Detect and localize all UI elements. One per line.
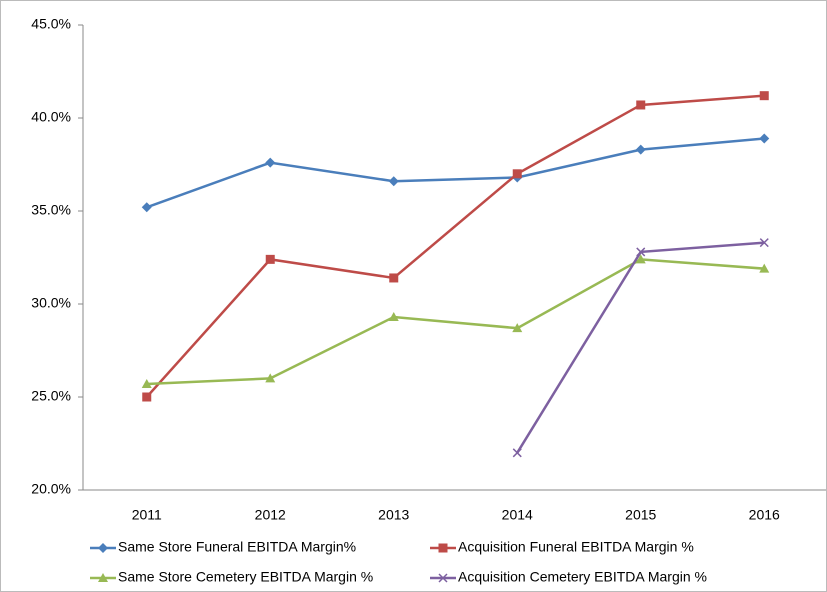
y-tick-label: 20.0% — [31, 481, 71, 497]
marker — [636, 247, 646, 257]
series-line — [146, 137, 765, 209]
y-tick-label: 30.0% — [31, 295, 71, 311]
legend-label: Acquisition Funeral EBITDA Margin % — [458, 539, 694, 555]
marker — [635, 144, 646, 155]
y-tick-label: 35.0% — [31, 202, 71, 218]
marker — [635, 254, 646, 264]
legend-label: Same Store Funeral EBITDA Margin% — [118, 539, 356, 555]
x-tick-label: 2013 — [378, 507, 409, 523]
marker — [388, 312, 399, 322]
x-tick-label: 2011 — [132, 507, 162, 523]
marker — [512, 448, 522, 458]
marker — [98, 573, 108, 582]
legend-label: Acquisition Cemetery EBITDA Margin % — [458, 569, 707, 585]
marker — [759, 263, 770, 273]
y-tick-label: 25.0% — [31, 388, 71, 404]
marker — [512, 169, 522, 179]
y-tick-label: 45.0% — [31, 16, 71, 32]
marker — [759, 133, 770, 144]
marker — [438, 573, 448, 583]
x-tick-label: 2016 — [749, 507, 780, 523]
marker — [141, 202, 152, 213]
x-tick-label: 2014 — [502, 507, 533, 523]
marker — [438, 543, 448, 553]
marker — [389, 273, 399, 283]
marker — [759, 91, 769, 101]
y-tick-label: 40.0% — [31, 109, 71, 125]
marker — [512, 323, 523, 333]
series-line — [145, 94, 765, 398]
marker — [265, 373, 276, 383]
marker — [388, 176, 399, 187]
marker — [98, 543, 108, 553]
legend-label: Same Store Cemetery EBITDA Margin % — [118, 569, 373, 585]
marker — [636, 100, 646, 110]
series-line — [146, 258, 765, 386]
x-tick-label: 2015 — [625, 507, 656, 523]
x-tick-label: 2012 — [255, 507, 286, 523]
marker — [265, 254, 275, 264]
marker — [265, 157, 276, 168]
marker — [142, 392, 152, 402]
marker — [759, 238, 769, 248]
marker — [141, 378, 152, 388]
